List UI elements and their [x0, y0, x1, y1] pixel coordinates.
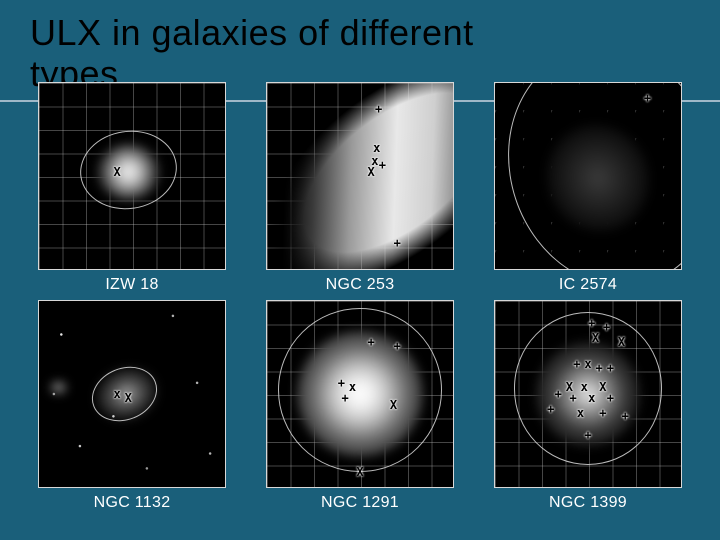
image-grid: XIZW 18+xx+X+NGC 253+IC 2574xXNGC 1132++…	[38, 82, 682, 512]
source-marker: x	[371, 154, 378, 168]
galaxy-blob	[536, 342, 640, 446]
source-marker: +	[588, 316, 595, 330]
galaxy-image-ngc1399: ++XX+x++XxX++x++x+++	[494, 300, 682, 488]
isophote-ellipse	[514, 312, 663, 465]
source-marker: +	[394, 236, 401, 250]
source-marker: +	[555, 387, 562, 401]
galaxy-image-ngc253: +xx+X+	[266, 82, 454, 270]
galaxy-cell-ngc1132: xX NGC 1132	[38, 300, 226, 512]
star-speckle	[39, 301, 225, 487]
galaxy-caption-ngc1132: NGC 1132	[94, 494, 171, 512]
galaxy-caption-ngc1399: NGC 1399	[549, 494, 627, 512]
source-marker: +	[547, 402, 554, 416]
isophote-ellipse	[494, 82, 682, 270]
source-marker: X	[356, 465, 363, 479]
source-marker: X	[566, 380, 573, 394]
source-marker: X	[592, 331, 599, 345]
source-marker: +	[599, 406, 606, 420]
source-marker: +	[338, 376, 345, 390]
galaxy-blob	[529, 107, 667, 248]
source-marker: x	[577, 406, 584, 420]
source-marker: x	[588, 391, 595, 405]
source-marker: +	[379, 158, 386, 172]
galaxy-cell-ngc253: +xx+X+NGC 253	[266, 82, 454, 294]
source-marker: +	[341, 391, 348, 405]
source-marker: x	[373, 141, 380, 155]
galaxy-image-ngc1132: xX	[38, 300, 226, 488]
slide: ULX in galaxies of different types XIZW …	[0, 0, 720, 540]
galaxy-cell-ngc1399: ++XX+x++XxX++x++x+++NGC 1399	[494, 300, 682, 512]
galaxy-cell-ngc1291: +++x+XXNGC 1291	[266, 300, 454, 512]
galaxy-cell-ic2574: + IC 2574	[494, 82, 682, 294]
title-line-1: ULX in galaxies of different	[30, 12, 474, 53]
source-marker: X	[599, 380, 606, 394]
source-marker: +	[607, 391, 614, 405]
source-marker: +	[644, 91, 651, 105]
source-marker: +	[584, 428, 591, 442]
source-marker: +	[569, 391, 576, 405]
source-marker: +	[375, 102, 382, 116]
galaxy-blob	[97, 144, 160, 200]
source-marker: X	[618, 335, 625, 349]
galaxy-blob	[297, 331, 423, 457]
galaxy-cell-izw18: X IZW 18	[38, 82, 226, 294]
isophote-ellipse	[75, 125, 182, 216]
galaxy-caption-ngc253: NGC 253	[326, 276, 395, 294]
isophote-ellipse	[278, 308, 442, 472]
galaxy-caption-ngc1291: NGC 1291	[321, 494, 399, 512]
source-marker: +	[368, 335, 375, 349]
galaxy-image-izw18: X	[38, 82, 226, 270]
galaxy-image-ic2574: +	[494, 82, 682, 270]
source-marker: X	[113, 165, 120, 179]
source-marker: x	[581, 380, 588, 394]
source-marker: +	[394, 339, 401, 353]
source-marker: x	[584, 357, 591, 371]
galaxy-band	[266, 82, 454, 270]
source-marker: x	[349, 380, 356, 394]
source-marker: +	[573, 357, 580, 371]
galaxy-image-ngc1291: +++x+XX	[266, 300, 454, 488]
source-marker: +	[596, 361, 603, 375]
source-marker: +	[622, 409, 629, 423]
source-marker: +	[607, 361, 614, 375]
source-marker: +	[603, 320, 610, 334]
galaxy-caption-izw18: IZW 18	[105, 276, 158, 294]
source-marker: X	[368, 165, 375, 179]
galaxy-caption-ic2574: IC 2574	[559, 276, 617, 294]
source-marker: X	[390, 398, 397, 412]
